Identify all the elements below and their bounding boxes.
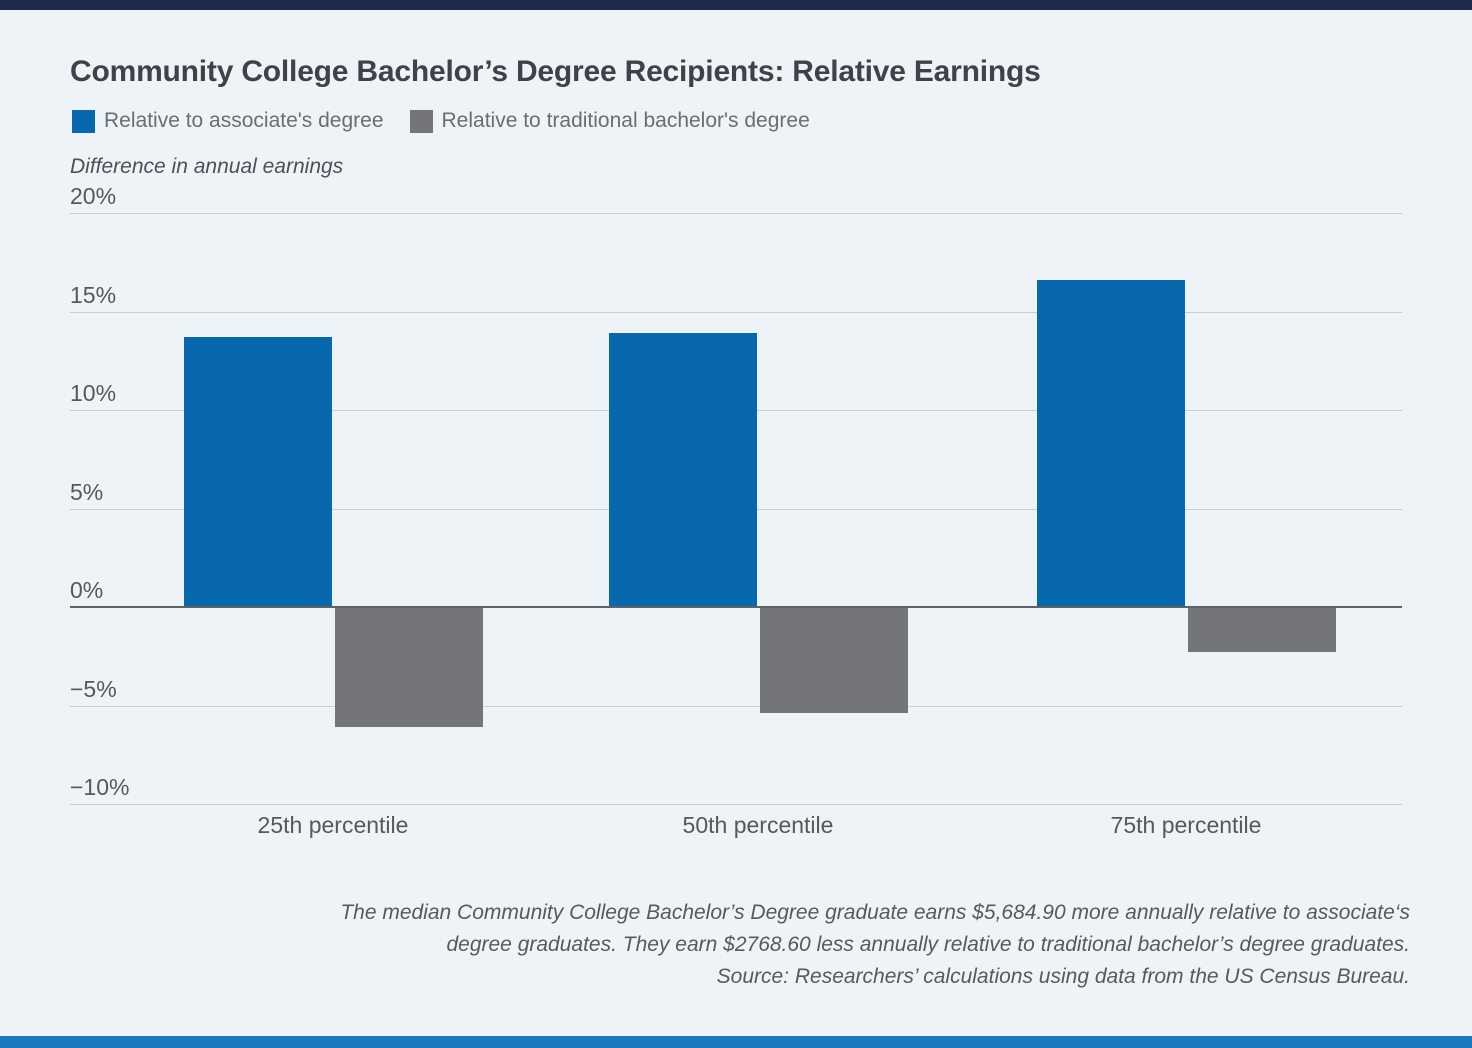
gridline-15% [70, 311, 1402, 313]
y-tick-label: −10% [70, 774, 130, 800]
gridline-−10% [70, 804, 1402, 805]
footnote-line-2: degree graduates. They earn $2768.60 les… [446, 933, 1410, 956]
footnote: The median Community College Bachelor’s … [340, 897, 1410, 993]
zero-baseline [70, 606, 1402, 608]
y-tick-label: 10% [70, 380, 117, 406]
legend-item-traditional: Relative to traditional bachelor's degre… [409, 109, 810, 133]
bottom-accent-bar [0, 1036, 1472, 1048]
y-tick-label: 5% [70, 478, 104, 505]
legend: Relative to associate's degree Relative … [72, 109, 810, 133]
chart-title: Community College Bachelor’s Degree Reci… [70, 55, 1041, 88]
x-axis-label: 75th percentile [1110, 812, 1262, 838]
footnote-line-1: The median Community College Bachelor’s … [340, 901, 1410, 924]
top-accent-bar [0, 0, 1472, 10]
y-tick-label: 15% [70, 281, 117, 308]
x-axis-label: 25th percentile [257, 812, 409, 838]
legend-item-associate: Relative to associate's degree [72, 109, 384, 133]
legend-label-associate: Relative to associate's degree [104, 109, 384, 132]
bar-traditional-3 [1187, 607, 1336, 653]
bar-traditional-2 [759, 607, 908, 714]
y-axis-label: Difference in annual earnings [70, 155, 344, 178]
y-tick-label: 0% [70, 577, 104, 603]
gridline-−5% [70, 705, 1402, 707]
gridline-20% [70, 213, 1402, 214]
legend-label-traditional: Relative to traditional bachelor's degre… [441, 109, 810, 132]
bar-associate-1 [183, 337, 332, 607]
y-tick-label: 20% [70, 183, 117, 209]
x-axis-label: 50th percentile [682, 812, 834, 838]
bar-traditional-1 [334, 607, 483, 728]
legend-swatch-blue-icon [72, 109, 95, 133]
footnote-line-3: Source: Researchers’ calculations using … [716, 965, 1410, 988]
bar-associate-2 [608, 333, 757, 607]
bar-associate-3 [1036, 279, 1185, 607]
legend-swatch-gray-icon [409, 109, 433, 133]
y-tick-label: −5% [70, 675, 117, 702]
